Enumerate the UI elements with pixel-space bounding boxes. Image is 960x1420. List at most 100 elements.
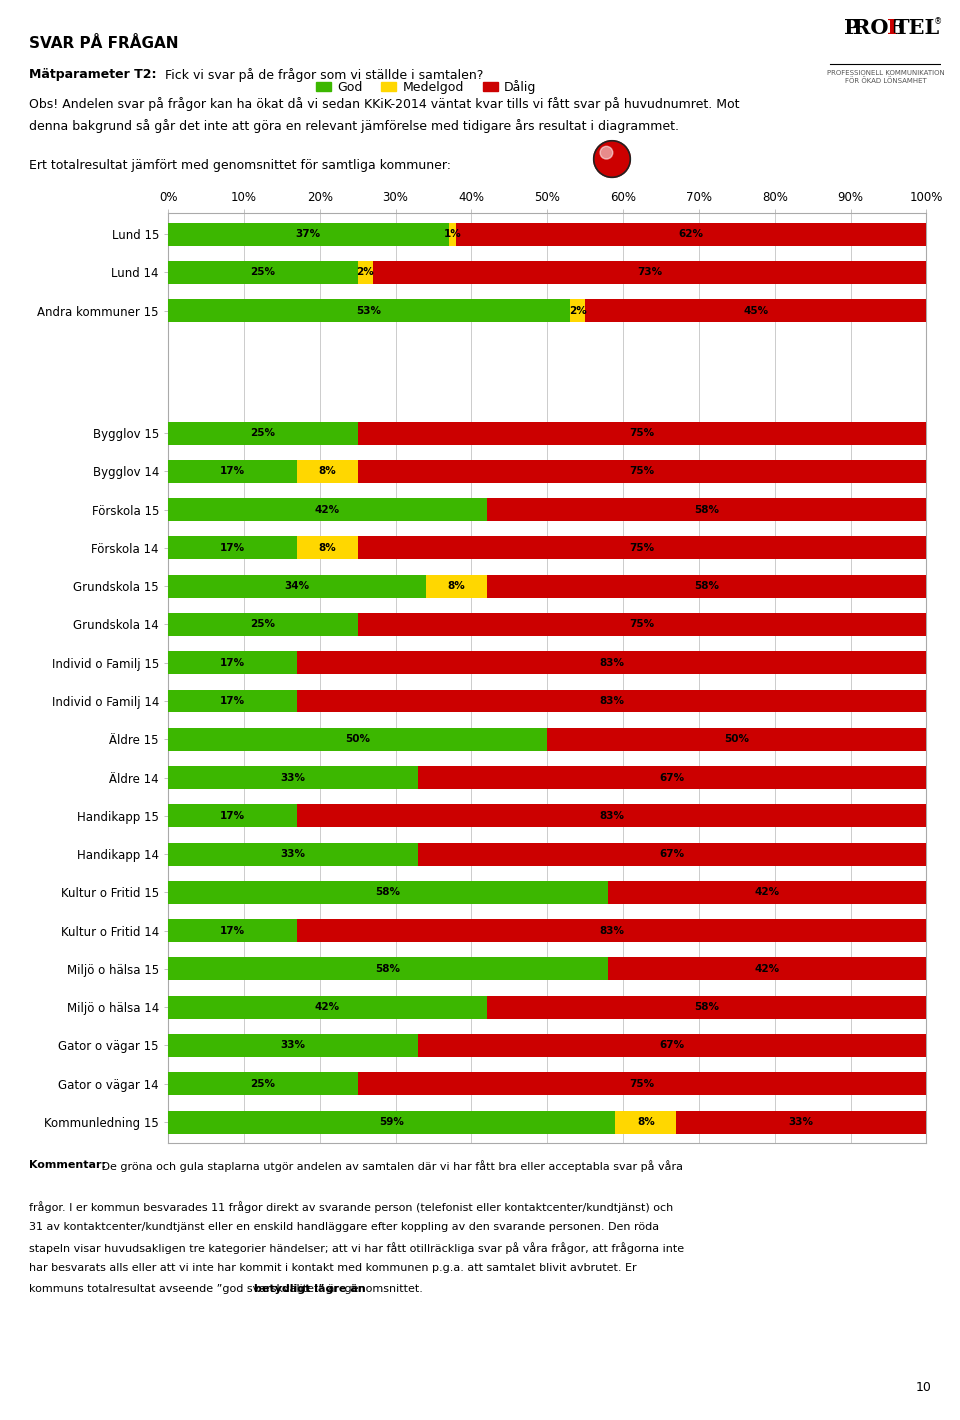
Bar — [357, 537, 926, 559]
Bar — [676, 1110, 926, 1133]
Bar — [168, 537, 297, 559]
Bar — [168, 1034, 419, 1056]
Bar — [168, 613, 357, 636]
Bar — [168, 575, 426, 598]
Bar — [297, 537, 357, 559]
Bar — [456, 223, 926, 246]
Text: 58%: 58% — [694, 581, 719, 591]
Bar — [297, 804, 926, 828]
Text: 33%: 33% — [280, 1041, 305, 1051]
Text: 67%: 67% — [660, 849, 684, 859]
Bar — [357, 422, 926, 444]
Bar — [168, 995, 487, 1018]
Bar — [168, 957, 608, 980]
Text: 31 av kontaktcenter/kundtjänst eller en enskild handläggare efter koppling av de: 31 av kontaktcenter/kundtjänst eller en … — [29, 1221, 659, 1233]
Bar — [168, 880, 608, 905]
Text: 8%: 8% — [447, 581, 465, 591]
Text: 83%: 83% — [599, 657, 624, 667]
Text: 75%: 75% — [630, 466, 655, 476]
Text: Fick vi svar på de frågor som vi ställde i samtalen?: Fick vi svar på de frågor som vi ställde… — [161, 68, 484, 82]
Bar — [168, 300, 570, 322]
Bar — [297, 919, 926, 941]
Text: 50%: 50% — [724, 734, 750, 744]
Text: 8%: 8% — [636, 1118, 655, 1127]
Bar — [608, 880, 926, 905]
Text: genomsnittet.: genomsnittet. — [341, 1284, 422, 1294]
Bar — [419, 1034, 926, 1056]
Bar — [168, 1072, 357, 1095]
Bar — [297, 652, 926, 674]
Text: frågor. I er kommun besvarades 11 frågor direkt av svarande person (telefonist e: frågor. I er kommun besvarades 11 frågor… — [29, 1201, 673, 1213]
Bar — [357, 460, 926, 483]
Text: 42%: 42% — [755, 964, 780, 974]
Text: 53%: 53% — [356, 305, 381, 315]
Bar — [168, 765, 419, 790]
Text: har besvarats alls eller att vi inte har kommit i kontakt med kommunen p.g.a. at: har besvarats alls eller att vi inte har… — [29, 1264, 636, 1274]
Text: 75%: 75% — [630, 542, 655, 552]
Text: 25%: 25% — [251, 1079, 276, 1089]
Text: 83%: 83% — [599, 811, 624, 821]
Text: stapeln visar huvudsakligen tre kategorier händelser; att vi har fått otillräckl: stapeln visar huvudsakligen tre kategori… — [29, 1242, 684, 1254]
Bar — [487, 995, 926, 1018]
Bar — [615, 1110, 676, 1133]
Text: betydligt lägre än: betydligt lägre än — [254, 1284, 366, 1294]
Bar — [168, 498, 487, 521]
Text: 25%: 25% — [251, 267, 276, 277]
Circle shape — [593, 141, 631, 178]
Text: 33%: 33% — [280, 772, 305, 782]
Bar — [357, 1072, 926, 1095]
Text: ®: ® — [934, 17, 942, 27]
Bar — [168, 1110, 615, 1133]
Circle shape — [600, 146, 612, 159]
Bar — [487, 498, 926, 521]
Text: 42%: 42% — [755, 888, 780, 897]
Bar — [168, 804, 297, 828]
Text: ROF: ROF — [852, 18, 903, 38]
Legend: God, Medelgod, Dålig: God, Medelgod, Dålig — [311, 75, 541, 99]
Text: 67%: 67% — [660, 772, 684, 782]
Text: Mätparameter T2:: Mätparameter T2: — [29, 68, 156, 81]
Text: 58%: 58% — [375, 964, 400, 974]
Text: 2%: 2% — [356, 267, 374, 277]
Text: 17%: 17% — [220, 926, 245, 936]
Bar — [297, 690, 926, 713]
Text: 17%: 17% — [220, 466, 245, 476]
Bar — [547, 728, 926, 751]
Text: 75%: 75% — [630, 619, 655, 629]
Text: 73%: 73% — [637, 267, 662, 277]
Text: 45%: 45% — [743, 305, 768, 315]
Text: 62%: 62% — [679, 229, 704, 239]
Text: denna bakgrund så går det inte att göra en relevant jämförelse med tidigare års : denna bakgrund så går det inte att göra … — [29, 119, 679, 133]
Text: PROFESSIONELL KOMMUNIKATION
FÖR ÖKAD LÖNSAMHET: PROFESSIONELL KOMMUNIKATION FÖR ÖKAD LÖN… — [827, 70, 945, 84]
Text: I: I — [887, 18, 897, 38]
Text: 34%: 34% — [284, 581, 309, 591]
Bar — [168, 652, 297, 674]
Text: P: P — [844, 18, 859, 38]
Bar — [168, 690, 297, 713]
Bar — [586, 300, 926, 322]
Text: 17%: 17% — [220, 811, 245, 821]
Bar — [372, 261, 926, 284]
Text: 17%: 17% — [220, 696, 245, 706]
Text: 8%: 8% — [319, 542, 336, 552]
Text: 17%: 17% — [220, 542, 245, 552]
Text: 37%: 37% — [296, 229, 321, 239]
Bar — [168, 919, 297, 941]
Text: 58%: 58% — [694, 504, 719, 514]
Bar — [426, 575, 487, 598]
Text: 25%: 25% — [251, 427, 276, 439]
Bar — [448, 223, 456, 246]
Bar — [168, 422, 357, 444]
Bar — [168, 223, 448, 246]
Text: 25%: 25% — [251, 619, 276, 629]
Text: 75%: 75% — [630, 427, 655, 439]
Text: TEL: TEL — [894, 18, 941, 38]
Bar — [168, 842, 419, 866]
Text: 42%: 42% — [315, 504, 340, 514]
Text: 83%: 83% — [599, 926, 624, 936]
Text: 33%: 33% — [280, 849, 305, 859]
Text: 10: 10 — [915, 1382, 931, 1394]
Text: Ert totalresultat jämfört med genomsnittet för samtliga kommuner:: Ert totalresultat jämfört med genomsnitt… — [29, 159, 451, 172]
Bar — [357, 613, 926, 636]
Text: Obs! Andelen svar på frågor kan ha ökat då vi sedan KKiK-2014 väntat kvar tills : Obs! Andelen svar på frågor kan ha ökat … — [29, 97, 739, 111]
